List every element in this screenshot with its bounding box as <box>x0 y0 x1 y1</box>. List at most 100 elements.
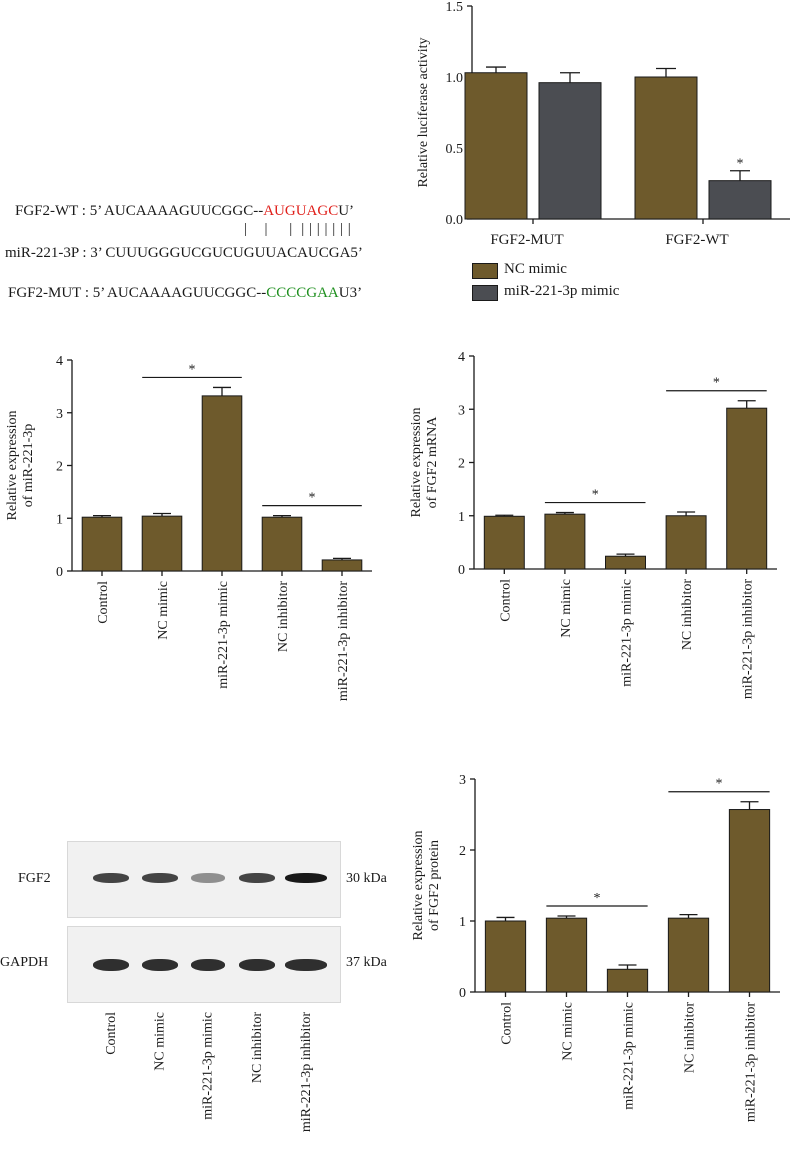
y-tick-label: 1 <box>56 512 63 527</box>
fgf2-band <box>285 873 327 883</box>
bar <box>634 76 698 220</box>
blot-row-label-fgf2: FGF2 <box>18 871 51 886</box>
y-tick-label: 2 <box>459 844 466 859</box>
gapdh-band <box>239 959 275 971</box>
blot-lane-label: Control <box>104 1012 119 1055</box>
bar <box>261 516 303 572</box>
y-axis-label: of FGF2 mRNA <box>425 416 440 509</box>
blot-row-label-gapdh: GAPDH <box>0 955 49 970</box>
legend-label-nc-mimic: NC mimic <box>504 261 567 277</box>
x-tick-label: NC mimic <box>156 581 171 640</box>
bar <box>483 515 525 570</box>
y-tick-label: 0.5 <box>446 142 464 157</box>
wt-prefix: FGF2-WT : 5’ AUCAAAAGUUCGGC-- <box>15 203 264 219</box>
blot-lane-label: NC mimic <box>153 1012 168 1071</box>
significance-marker: * <box>592 488 599 503</box>
x-tick-label: NC mimic <box>559 579 574 638</box>
x-tick-label: Control <box>96 581 111 624</box>
y-axis-label: of miR-221-3p <box>21 424 36 508</box>
gapdh-band <box>285 959 327 971</box>
bar <box>201 395 243 572</box>
bar <box>708 180 772 220</box>
fgf2-band <box>93 873 129 883</box>
y-tick-label: 1.5 <box>446 0 464 15</box>
bar <box>538 82 602 220</box>
blot-panel-fgf2 <box>67 841 341 918</box>
x-tick-label: NC mimic <box>561 1002 576 1061</box>
bar <box>606 968 649 993</box>
blot-lane-label: miR-221-3p inhibitor <box>299 1012 314 1133</box>
y-axis-label: Relative expression <box>5 410 20 520</box>
y-tick-label: 4 <box>458 350 465 365</box>
x-tick-label: NC inhibitor <box>683 1002 698 1074</box>
bar <box>81 516 123 572</box>
y-tick-label: 3 <box>56 407 63 422</box>
x-tick-label: Control <box>500 1002 515 1045</box>
blot-size-gapdh: 37 kDa <box>346 955 387 970</box>
y-axis-label: Relative expression <box>409 407 424 517</box>
significance-marker: * <box>737 157 744 172</box>
gapdh-band <box>191 959 225 971</box>
y-tick-label: 1.0 <box>446 71 464 86</box>
y-tick-label: 2 <box>56 460 63 475</box>
y-tick-label: 4 <box>56 354 63 369</box>
fgf2-band <box>239 873 275 883</box>
legend-label-mir-mimic: miR-221-3p mimic <box>504 283 620 299</box>
y-tick-label: 3 <box>459 773 466 788</box>
bar <box>667 917 710 993</box>
bar <box>545 917 588 993</box>
fgf2-mut-sequence: FGF2-MUT : 5’ AUCAAAAGUUCGGC--CCCCGAAU3’ <box>8 285 362 302</box>
significance-marker: * <box>309 491 316 506</box>
y-tick-label: 3 <box>458 403 465 418</box>
x-tick-label: miR-221-3p mimic <box>216 581 231 689</box>
x-tick-label: FGF2-WT <box>665 232 728 248</box>
legend-swatch-mir-mimic <box>472 285 498 301</box>
blot-lane-label: miR-221-3p mimic <box>201 1012 216 1120</box>
x-tick-label: miR-221-3p mimic <box>620 579 635 687</box>
significance-marker: * <box>189 362 196 377</box>
y-tick-label: 2 <box>458 457 465 472</box>
bar <box>321 559 363 572</box>
fgf2-wt-sequence: FGF2-WT : 5’ AUCAAAAGUUCGGC--AUGUAGCU’ <box>15 203 354 220</box>
y-tick-label: 0 <box>459 986 466 1001</box>
gapdh-band <box>142 959 178 971</box>
gapdh-band <box>93 959 129 971</box>
fgf2-mrna-chart: 0 1 2 3 4 Relative expression of FGF2 mRNA Cont… <box>409 350 777 700</box>
bar <box>484 920 527 993</box>
x-tick-label: miR-221-3p inhibitor <box>336 581 351 702</box>
pairing-lines: | | | | | | | | | | <box>244 221 352 237</box>
y-tick-label: 0.0 <box>446 213 464 228</box>
blot-panel-gapdh <box>67 926 341 1003</box>
x-tick-label: FGF2-MUT <box>490 232 563 248</box>
significance-marker: * <box>716 777 723 792</box>
significance-marker: * <box>594 891 601 906</box>
mut-prefix: FGF2-MUT : 5’ AUCAAAAGUUCGGC-- <box>8 285 267 301</box>
mir-expression-chart: 0 1 2 3 4 Relative expression of miR-221-3p Con… <box>5 354 372 702</box>
bar <box>544 513 586 570</box>
mut-seed-site: CCCCGAA <box>266 285 339 301</box>
mir-221-3p-sequence: miR-221-3P : 3’ CUUUGGGUCGUCUGUUACAUCGA5… <box>5 245 363 261</box>
luciferase-chart: 0.0 0.5 1.0 1.5 Relative luciferase activity… <box>416 0 790 248</box>
fgf2-protein-chart: 0 1 2 3 Relative expression of FGF2 protein Co… <box>411 773 780 1122</box>
bar <box>605 555 646 570</box>
y-tick-label: 1 <box>458 510 465 525</box>
y-tick-label: 1 <box>459 915 466 930</box>
significance-marker: * <box>713 376 720 391</box>
mut-suffix: U3’ <box>338 285 363 301</box>
x-tick-label: NC inhibitor <box>276 581 291 653</box>
fgf2-band <box>142 873 178 883</box>
wt-seed-site: AUGUAGC <box>263 203 339 219</box>
y-axis-label: Relative luciferase activity <box>416 37 431 187</box>
blot-lane-label: NC inhibitor <box>250 1012 265 1084</box>
x-tick-label: Control <box>498 579 513 622</box>
fgf2-band <box>191 873 225 883</box>
y-tick-label: 0 <box>56 565 63 580</box>
y-axis-label: Relative expression <box>411 830 426 940</box>
y-tick-label: 0 <box>458 563 465 578</box>
x-tick-label: NC inhibitor <box>680 579 695 651</box>
y-axis-label: of FGF2 protein <box>427 840 442 931</box>
x-tick-label: miR-221-3p inhibitor <box>741 579 756 700</box>
bar <box>141 515 183 572</box>
legend-swatch-nc-mimic <box>472 263 498 279</box>
bar <box>726 407 768 570</box>
